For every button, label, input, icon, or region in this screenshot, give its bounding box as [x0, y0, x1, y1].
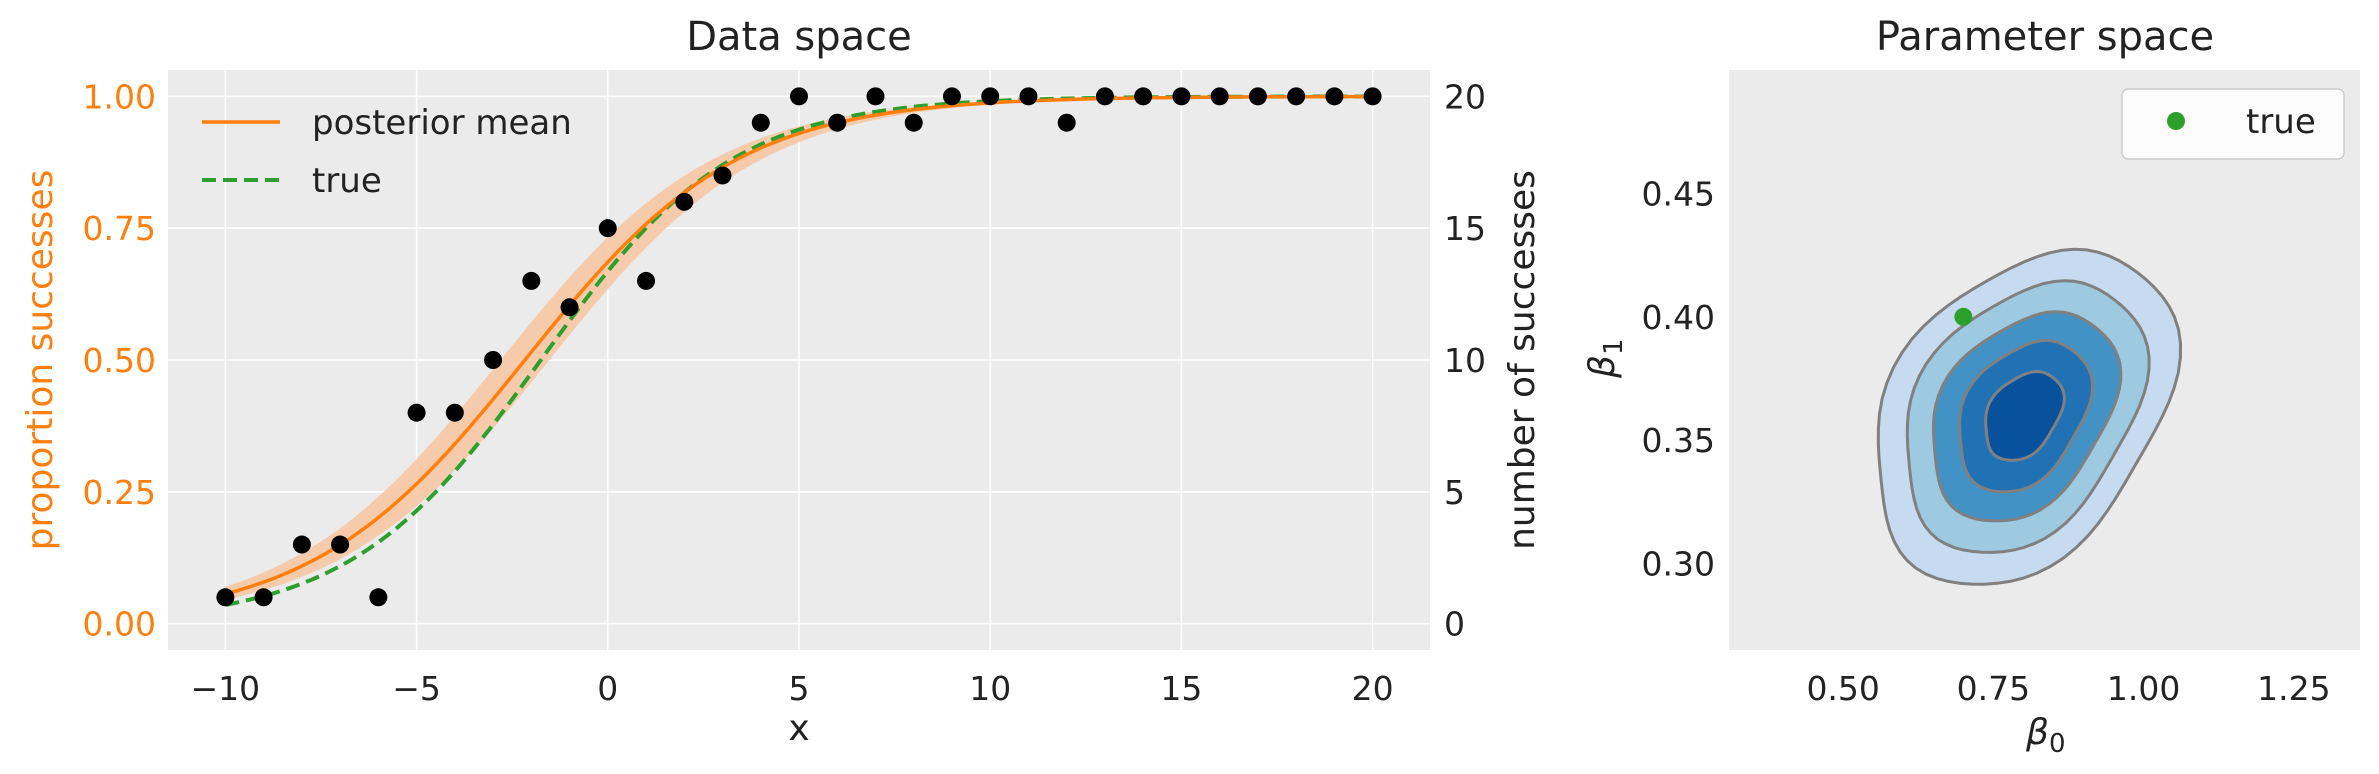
- observation-point: [942, 87, 961, 106]
- x-tick-label: −10: [191, 669, 261, 708]
- x-tick-label: 1.00: [2107, 669, 2180, 708]
- observation-point: [981, 87, 1000, 106]
- x-tick-label: 0.75: [1957, 669, 2030, 708]
- legend-box: [2121, 88, 2345, 160]
- x-tick-label: 20: [1352, 669, 1394, 708]
- data-space-y2-label: number of successes: [1502, 170, 1543, 550]
- y2-tick-label: 10: [1444, 341, 1486, 380]
- observation-points: [216, 87, 1382, 607]
- observation-point: [1134, 87, 1153, 106]
- observation-point: [790, 87, 808, 106]
- parameter-space-panel: 0.50 0.75 1.00 1.25 0.30 0.35 0.40 0.45 Parame…: [1582, 14, 2360, 759]
- data-space-grid: [168, 70, 1430, 650]
- parameter-space-title: Parameter space: [1876, 14, 2214, 60]
- observation-point: [1363, 87, 1382, 106]
- y-tick-label: 0.25: [83, 473, 156, 512]
- observation-point: [637, 271, 656, 290]
- observation-point: [254, 588, 273, 607]
- data-space-x-label: x: [788, 708, 809, 749]
- observation-point: [1095, 87, 1114, 106]
- legend-true-marker: [2167, 112, 2185, 130]
- x-label-subscript: 0: [2049, 729, 2066, 759]
- y-tick-label: 0.50: [83, 341, 156, 380]
- observation-point: [522, 271, 541, 290]
- observation-point: [292, 535, 311, 554]
- observation-point: [1287, 87, 1306, 106]
- observation-point: [713, 166, 732, 185]
- observation-point: [216, 588, 235, 607]
- data-space-x-ticks: −10 −5 0 5 10 15 20: [191, 669, 1394, 708]
- y-tick-label: 0.75: [83, 209, 156, 248]
- y-tick-label: 0.35: [1642, 421, 1715, 460]
- y-tick-label: 0.00: [83, 605, 156, 644]
- observation-point: [484, 351, 503, 369]
- observation-point: [751, 113, 770, 132]
- observation-point: [675, 192, 694, 211]
- data-space-y-ticks: 0.00 0.25 0.50 0.75 1.00: [83, 77, 156, 643]
- x-tick-label: 10: [969, 669, 1011, 708]
- legend-true-point-label: true: [2246, 102, 2316, 142]
- density-contours: [1876, 247, 2183, 586]
- data-space-title: Data space: [686, 14, 912, 60]
- true-curve: [225, 94, 1373, 607]
- observation-point: [1172, 87, 1191, 106]
- true-parameter-point: [1954, 307, 1973, 326]
- parameter-space-y-ticks: 0.30 0.35 0.40 0.45: [1642, 174, 1715, 583]
- parameter-space-x-ticks: 0.50 0.75 1.00 1.25: [1806, 669, 2330, 708]
- y-tick-label: 1.00: [83, 77, 156, 116]
- true-point: [1954, 307, 1973, 326]
- data-space-y2-ticks: 0 5 10 15 20: [1444, 77, 1486, 643]
- x-tick-label: −5: [392, 669, 441, 708]
- data-space-y-label: proportion successes: [20, 170, 61, 551]
- parameter-space-legend: true: [2121, 88, 2345, 160]
- parameter-space-y-label: β1: [1582, 338, 1629, 379]
- observation-point: [331, 535, 350, 554]
- observation-point: [904, 113, 923, 132]
- observation-point: [828, 113, 847, 132]
- y-tick-label: 0.40: [1642, 298, 1715, 337]
- y2-tick-label: 20: [1444, 77, 1486, 116]
- y-label-subscript: 1: [1599, 338, 1629, 355]
- y2-tick-label: 15: [1444, 209, 1486, 248]
- x-tick-label: 0.50: [1806, 669, 1879, 708]
- observation-point: [407, 403, 426, 422]
- observation-point: [560, 298, 579, 317]
- observation-point: [866, 87, 885, 106]
- observation-point: [1019, 87, 1038, 106]
- x-tick-label: 5: [789, 669, 810, 708]
- density-contour-level: [1984, 369, 2066, 462]
- data-space-legend: posterior mean true: [202, 103, 572, 201]
- legend-true-label: true: [312, 161, 382, 201]
- x-tick-label: 15: [1160, 669, 1202, 708]
- observation-point: [1248, 87, 1267, 106]
- y-tick-label: 0.30: [1642, 545, 1715, 584]
- x-label-symbol: β: [2025, 712, 2049, 753]
- x-tick-label: 0: [597, 669, 618, 708]
- observation-point: [598, 219, 617, 238]
- data-space-panel: −10 −5 0 5 10 15 20 0.00 0.25 0.50 0.75 1.00 0 5 10 1…: [20, 14, 1543, 749]
- parameter-space-x-label: β0: [2025, 712, 2066, 759]
- x-tick-label: 1.25: [2257, 669, 2330, 708]
- observation-point: [445, 403, 464, 422]
- legend-posterior-mean-label: posterior mean: [312, 103, 572, 143]
- observation-point: [369, 588, 388, 607]
- y-tick-label: 0.45: [1642, 174, 1715, 213]
- observation-point: [1210, 87, 1229, 106]
- y2-tick-label: 5: [1444, 473, 1465, 512]
- observation-point: [1057, 113, 1076, 132]
- y2-tick-label: 0: [1444, 605, 1465, 644]
- y-label-symbol: β: [1582, 355, 1623, 379]
- observation-point: [1325, 87, 1344, 106]
